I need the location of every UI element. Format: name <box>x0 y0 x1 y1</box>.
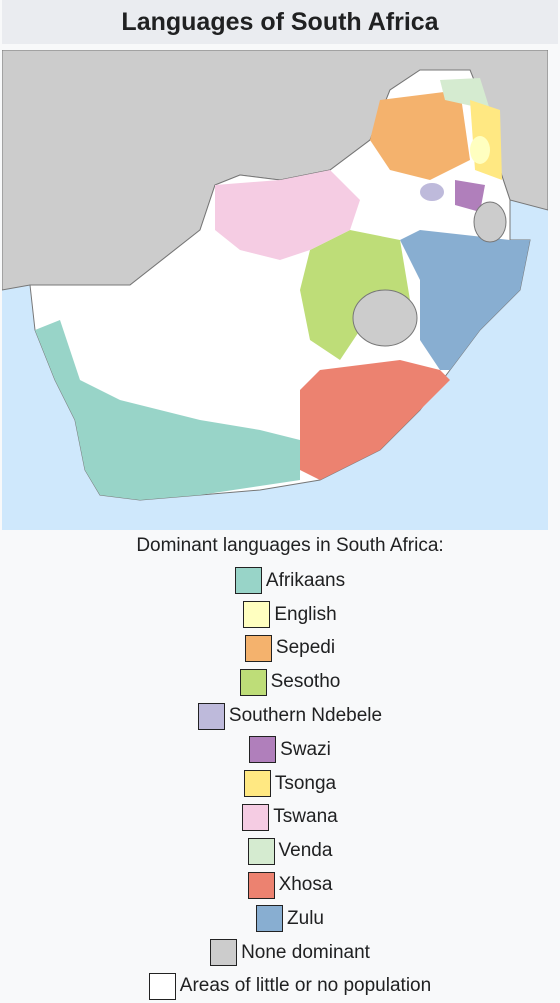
legend-item: Tsonga <box>0 767 560 801</box>
legend-label: Areas of little or no population <box>179 975 432 997</box>
legend-label: English <box>274 603 337 625</box>
legend-item: Afrikaans <box>0 564 560 598</box>
legend-label: Southern Ndebele <box>228 705 383 727</box>
legend-item: English <box>0 598 560 632</box>
legend-label: Venda <box>278 840 333 862</box>
lesotho <box>352 289 418 347</box>
region <box>35 320 300 500</box>
legend-item: Zulu <box>0 902 560 936</box>
legend-swatch <box>234 567 262 595</box>
legend-label: Tswana <box>273 806 338 828</box>
legend-swatch <box>256 905 284 933</box>
legend-label: Afrikaans <box>265 569 346 591</box>
legend-swatch <box>148 972 176 1000</box>
legend-label: Sesotho <box>270 671 341 693</box>
legend-swatch <box>249 736 277 764</box>
legend-swatch <box>244 634 272 662</box>
legend-caption: Dominant languages in South Africa: <box>136 535 444 556</box>
region <box>440 78 490 110</box>
legend-item: Southern Ndebele <box>0 699 560 733</box>
legend-item: None dominant <box>0 936 560 970</box>
legend-label: Xhosa <box>278 874 333 896</box>
region <box>420 183 444 201</box>
eswatini <box>473 201 507 243</box>
region <box>215 170 360 260</box>
legend-label: Swazi <box>280 738 331 760</box>
legend-item: Sepedi <box>0 632 560 666</box>
legend-label: None dominant <box>241 941 370 963</box>
legend-swatch <box>242 803 270 831</box>
legend-item: Tswana <box>0 801 560 835</box>
legend-label: Sepedi <box>275 637 336 659</box>
legend-swatch <box>210 939 238 967</box>
region <box>300 230 410 360</box>
legend-item: Areas of little or no population <box>0 970 560 1003</box>
region <box>400 230 530 370</box>
legend-item: Venda <box>0 834 560 868</box>
legend-item: Xhosa <box>0 868 560 902</box>
legend-item: Swazi <box>0 733 560 767</box>
legend: Afrikaans English Sepedi Sesotho Southern Nd… <box>0 564 560 1003</box>
legend-swatch <box>247 837 275 865</box>
region <box>470 136 490 164</box>
title: Languages of South Africa <box>2 0 558 44</box>
legend-swatch <box>197 702 225 730</box>
legend-label: Zulu <box>287 907 324 929</box>
map <box>2 50 548 530</box>
region <box>370 90 470 180</box>
legend-item: Sesotho <box>0 665 560 699</box>
legend-swatch <box>243 770 271 798</box>
legend-swatch <box>243 601 271 629</box>
region <box>300 360 450 480</box>
legend-swatch <box>247 871 275 899</box>
region <box>455 180 485 212</box>
legend-label: Tsonga <box>274 772 337 794</box>
legend-swatch <box>239 668 267 696</box>
